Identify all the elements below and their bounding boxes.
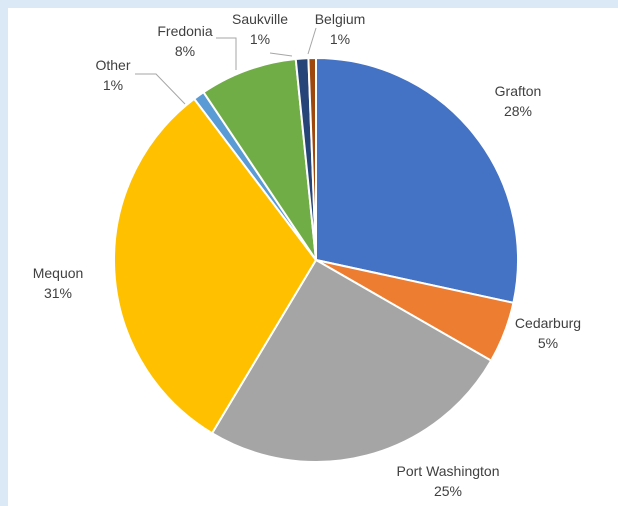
- leader-lines: [135, 27, 317, 105]
- category-name: Cedarburg: [515, 315, 581, 331]
- category-name: Saukville: [232, 11, 288, 27]
- percent-value: 1%: [330, 31, 350, 47]
- category-name: Fredonia: [157, 23, 212, 39]
- data-label-other: Other 1%: [95, 57, 130, 93]
- slice-mequon: [113, 97, 317, 435]
- percent-value: 25%: [434, 483, 462, 499]
- slice-labels: Grafton 28% Cedarburg 5% Port Washington 25% M…: [33, 11, 581, 499]
- percent-value: 28%: [504, 103, 532, 119]
- leader-line-fredonia: [216, 37, 237, 70]
- percent-value: 1%: [103, 77, 123, 93]
- category-name: Belgium: [315, 11, 366, 27]
- category-name: Grafton: [495, 83, 542, 99]
- data-label-belgium: Belgium 1%: [315, 11, 366, 47]
- data-label-cedarburg: Cedarburg 5%: [515, 315, 581, 351]
- leader-line-belgium: [307, 27, 317, 55]
- chart-area: Grafton 28% Cedarburg 5% Port Washington 25% M…: [8, 8, 618, 506]
- pie-slices: [113, 56, 519, 463]
- percent-value: 31%: [44, 285, 72, 301]
- leader-line-other: [135, 73, 186, 105]
- data-label-fredonia: Fredonia 8%: [157, 23, 212, 59]
- data-label-port-washington: Port Washington 25%: [397, 463, 500, 499]
- slice-port-washington: [211, 259, 493, 463]
- category-name: Mequon: [33, 265, 84, 281]
- leader-line-saukville: [269, 52, 293, 57]
- data-label-saukville: Saukville 1%: [232, 11, 288, 47]
- data-label-grafton: Grafton 28%: [495, 83, 542, 119]
- data-label-mequon: Mequon 31%: [33, 265, 84, 301]
- percent-value: 8%: [175, 43, 195, 59]
- percent-value: 5%: [538, 335, 558, 351]
- slice-belgium: [307, 56, 317, 261]
- slice-grafton: [315, 57, 519, 304]
- category-name: Other: [95, 57, 130, 73]
- category-name: Port Washington: [397, 463, 500, 479]
- percent-value: 1%: [250, 31, 270, 47]
- slice-fredonia: [202, 58, 317, 261]
- pie-chart: Grafton 28% Cedarburg 5% Port Washington 25% M…: [33, 11, 581, 499]
